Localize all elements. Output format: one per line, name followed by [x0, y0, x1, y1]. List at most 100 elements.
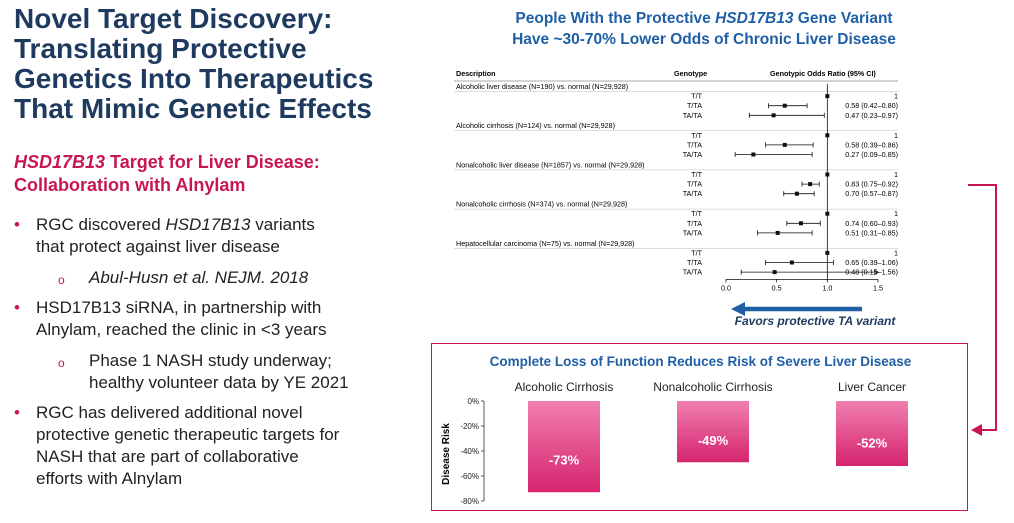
bullet: Alnylam, reached the clinic in <3 years	[14, 319, 414, 341]
col-header-genotype: Genotype	[674, 69, 707, 78]
bullet: • RGC discovered HSD17B13 variants	[14, 215, 315, 234]
point-estimate	[771, 113, 776, 118]
connector-arrow-head	[971, 424, 982, 436]
or-value: 0.47 (0.23–0.97)	[845, 111, 898, 120]
group-label: Alcoholic cirrhosis (N=124) vs. normal (…	[456, 121, 615, 130]
y-tick-label: -40%	[460, 447, 479, 456]
slide-subtitle: HSD17B13 Target for Liver Disease: Colla…	[14, 151, 414, 197]
point-estimate	[782, 142, 787, 147]
bar	[677, 401, 749, 463]
point-estimate	[782, 103, 787, 108]
sub-bullet-marker: o	[58, 273, 65, 287]
or-value: 0.74 (0.60–0.93)	[845, 219, 898, 228]
or-value: 0.70 (0.57–0.87)	[845, 189, 898, 198]
or-value: 0.65 (0.39–1.06)	[845, 258, 898, 267]
x-tick-label: 1.0	[822, 283, 832, 292]
sub-bullet-marker: o	[58, 356, 65, 370]
bullet: protective genetic therapeutic targets f…	[14, 424, 414, 446]
sub-bullet: o Phase 1 NASH study underway;	[14, 350, 414, 372]
bullet-text: healthy volunteer data by YE 2021	[89, 373, 349, 392]
col-header-or: Genotypic Odds Ratio (95% CI)	[770, 69, 876, 78]
group-label: Alcoholic liver disease (N=190) vs. norm…	[456, 82, 628, 91]
bullet: that protect against liver disease	[14, 236, 414, 258]
or-value: 1	[894, 170, 898, 179]
forest-title-post: Gene Variant	[793, 10, 893, 27]
genotype-label: T/TA	[687, 140, 702, 149]
col-header-description: Description	[456, 69, 496, 78]
connector-line	[968, 184, 997, 431]
genotype-label: T/T	[691, 131, 702, 140]
bar	[836, 401, 908, 466]
bullet-text: that protect against liver disease	[36, 237, 280, 256]
y-axis-label: Disease Risk	[441, 423, 452, 485]
y-tick-label: -20%	[460, 422, 479, 431]
gene-name: HSD17B13	[165, 215, 251, 234]
genotype-label: TA/TA	[683, 268, 703, 277]
subtitle-gene: HSD17B13	[14, 152, 106, 172]
subtitle-line2: Collaboration with Alnylam	[14, 175, 246, 195]
genotype-label: T/T	[691, 170, 702, 179]
bullet-text: efforts with Alnylam	[36, 469, 183, 488]
bullet-list: • RGC discovered HSD17B13 variants that pr…	[14, 214, 414, 490]
genotype-label: T/TA	[687, 219, 702, 228]
bullet-marker: •	[14, 215, 20, 234]
point-estimate	[808, 182, 813, 187]
or-value: 1	[894, 131, 898, 140]
genotype-label: TA/TA	[683, 228, 703, 237]
bullet-marker: •	[14, 298, 20, 317]
forest-title: People With the Protective HSD17B13 Gene…	[440, 8, 968, 50]
genotype-label: T/T	[691, 209, 702, 218]
y-tick-label: 0%	[467, 397, 479, 406]
or-value: 0.58 (0.42–0.80)	[845, 101, 898, 110]
forest-title-gene: HSD17B13	[715, 10, 794, 27]
category-label: Nonalcoholic Cirrhosis	[653, 380, 772, 394]
point-estimate	[772, 270, 777, 275]
bullet: efforts with Alnylam	[14, 468, 414, 490]
genotype-label: T/T	[691, 92, 702, 101]
bullet: NASH that are part of collaborative	[14, 446, 414, 468]
slide-title: Novel Target Discovery: Translating Prot…	[14, 3, 374, 124]
forest-title-pre: People With the Protective	[515, 10, 716, 27]
point-estimate	[798, 221, 803, 226]
favors-label: Favors protective TA variant	[734, 314, 896, 328]
bullet: • RGC has delivered additional novel	[14, 402, 414, 424]
group-label: Hepatocellular carcinoma (N=75) vs. norm…	[456, 239, 635, 248]
or-value: 1	[894, 92, 898, 101]
bullet-text: HSD17B13 siRNA, in partnership with	[36, 298, 322, 317]
bar-chart-title: Complete Loss of Function Reduces Risk o…	[489, 354, 912, 369]
genotype-label: T/TA	[687, 180, 702, 189]
bullet-marker: •	[14, 403, 20, 422]
subtitle-text: Target for Liver Disease:	[105, 152, 320, 172]
point-estimate	[751, 152, 756, 157]
bullet-text: Phase 1 NASH study underway;	[89, 351, 332, 370]
bullet: • HSD17B13 siRNA, in partnership with	[14, 297, 414, 319]
or-value: 1	[894, 248, 898, 257]
genotype-label: T/TA	[687, 101, 702, 110]
genotype-label: T/T	[691, 248, 702, 257]
x-tick-label: 0.0	[721, 283, 731, 292]
forest-title-line2: Have ~30-70% Lower Odds of Chronic Liver…	[512, 31, 896, 48]
point-estimate	[794, 191, 799, 196]
point-estimate	[775, 230, 780, 235]
sub-bullet: healthy volunteer data by YE 2021	[14, 372, 414, 394]
bar-value-label: -73%	[549, 452, 580, 467]
sub-bullet: o Abul-Husn et al. NEJM. 2018	[14, 267, 414, 289]
y-tick-label: -80%	[460, 497, 479, 506]
bullet-text: NASH that are part of collaborative	[36, 447, 299, 466]
or-value: 0.27 (0.09–0.85)	[845, 150, 898, 159]
bullet-text: Alnylam, reached the clinic in <3 years	[36, 320, 327, 339]
ci-overflow-arrow	[873, 269, 879, 275]
x-tick-label: 1.5	[873, 283, 883, 292]
genotype-label: TA/TA	[683, 189, 703, 198]
x-tick-label: 0.5	[772, 283, 782, 292]
bullet-text: protective genetic therapeutic targets f…	[36, 425, 340, 444]
forest-plot: Description Genotype Genotypic Odds Ratio …	[454, 69, 898, 292]
genotype-label: TA/TA	[683, 111, 703, 120]
or-value: 1	[894, 209, 898, 218]
category-label: Liver Cancer	[838, 380, 906, 394]
or-value: 0.58 (0.39–0.86)	[845, 140, 898, 149]
group-label: Nonalcoholic liver disease (N=1857) vs. …	[456, 160, 645, 169]
genotype-label: T/TA	[687, 258, 702, 267]
bullet-text: Abul-Husn et al. NEJM. 2018	[89, 268, 309, 287]
bar	[528, 401, 600, 493]
